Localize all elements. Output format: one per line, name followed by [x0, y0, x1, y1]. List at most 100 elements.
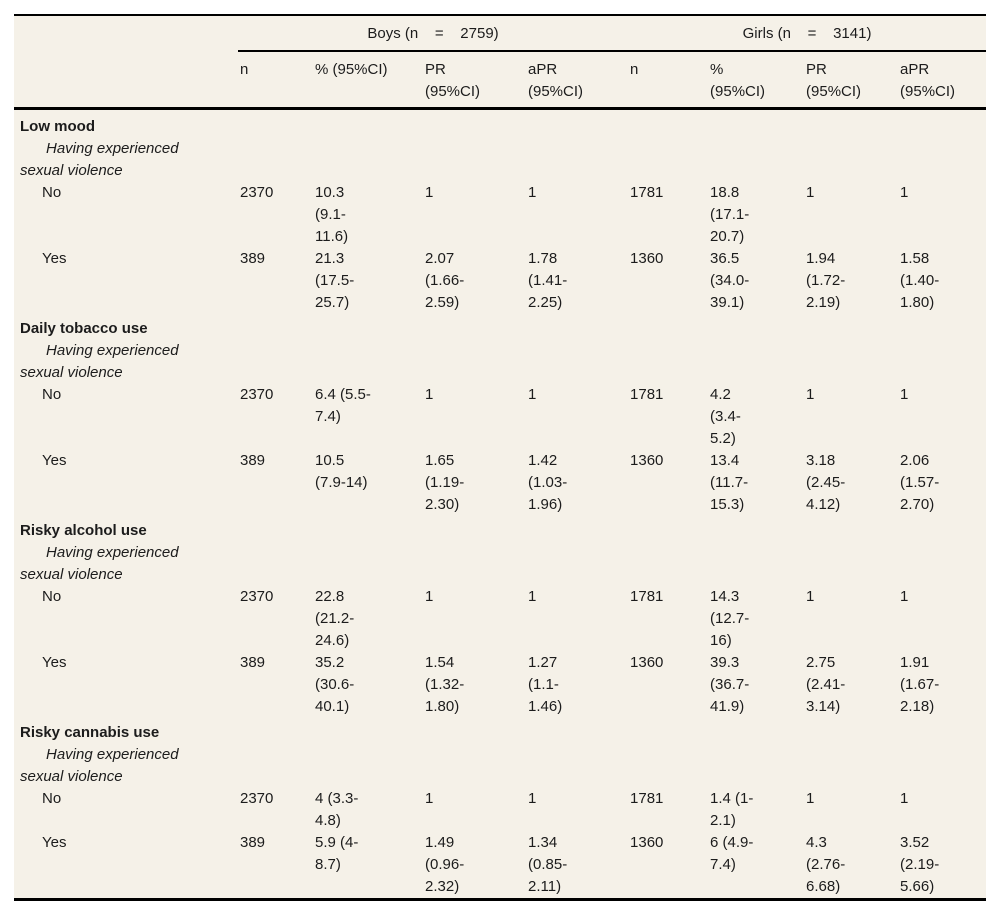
- data-cell: 36.5 (34.0- 39.1): [710, 250, 750, 311]
- data-cell: 1: [900, 790, 909, 807]
- data-cell: 1: [528, 588, 537, 605]
- data-cell: 2.06 (1.57- 2.70): [900, 452, 940, 513]
- data-cell: 1: [528, 790, 537, 807]
- data-cell: 1.91 (1.67- 2.18): [900, 654, 940, 715]
- data-cell: 35.2 (30.6- 40.1): [315, 654, 355, 715]
- data-cell: 10.3 (9.1- 11.6): [315, 184, 349, 245]
- group-header-girls: Girls (n = 3141): [628, 16, 987, 52]
- column-header-spacer: [14, 51, 238, 110]
- data-cell: 2370: [240, 184, 274, 201]
- data-cell: 22.8 (21.2- 24.6): [315, 588, 355, 649]
- data-cell: 1: [806, 588, 815, 605]
- section-subtitle-row: Having experienced sexual violence: [14, 340, 986, 384]
- data-cell: 2.75 (2.41- 3.14): [806, 654, 846, 715]
- data-cell: 1: [900, 386, 909, 403]
- table-row: Yes 389 10.5 (7.9-14) 1.65 (1.19- 2.30) 1.42…: [14, 450, 986, 516]
- column-header-girls-n: n: [628, 51, 709, 110]
- section-header-row: Low mood: [14, 109, 986, 139]
- data-cell: 1: [900, 184, 909, 201]
- row-label: No: [42, 386, 62, 403]
- data-cell: 1: [806, 790, 815, 807]
- data-cell: 1781: [630, 588, 664, 605]
- row-label: Yes: [42, 654, 67, 671]
- data-cell: 1360: [630, 834, 664, 851]
- row-label: No: [42, 588, 62, 605]
- data-cell: 1: [528, 386, 537, 403]
- row-label: Yes: [42, 250, 67, 267]
- column-header-girls-apr: aPR (95%CI): [898, 51, 987, 110]
- data-cell: 18.8 (17.1- 20.7): [710, 184, 750, 245]
- data-cell: 1.34 (0.85- 2.11): [528, 834, 568, 895]
- data-cell: 10.5 (7.9-14): [315, 452, 368, 491]
- table-row: Yes 389 5.9 (4- 8.7) 1.49 (0.96- 2.32) 1.34 …: [14, 832, 986, 898]
- section-subtitle: Having experienced sexual violence: [20, 544, 179, 583]
- data-cell: 1360: [630, 452, 664, 469]
- data-cell: 4 (3.3- 4.8): [315, 790, 359, 829]
- results-table: Boys (n = 2759) Girls (n = 3141) n % (95…: [14, 16, 987, 899]
- section-subtitle: Having experienced sexual violence: [20, 342, 179, 381]
- column-header-boys-pct: % (95%CI): [313, 51, 423, 110]
- data-cell: 13.4 (11.7- 15.3): [710, 452, 749, 513]
- data-cell: 1.65 (1.19- 2.30): [425, 452, 465, 513]
- data-cell: 1.27 (1.1- 1.46): [528, 654, 563, 715]
- table-row: Yes 389 35.2 (30.6- 40.1) 1.54 (1.32- 1.80)…: [14, 652, 986, 718]
- data-cell: 5.9 (4- 8.7): [315, 834, 359, 873]
- data-cell: 1.49 (0.96- 2.32): [425, 834, 465, 895]
- section-subtitle: Having experienced sexual violence: [20, 140, 179, 179]
- results-table-card: Boys (n = 2759) Girls (n = 3141) n % (95…: [14, 14, 987, 901]
- data-cell: 1: [806, 184, 815, 201]
- section-title: Risky cannabis use: [20, 724, 160, 741]
- table-header: Boys (n = 2759) Girls (n = 3141) n % (95…: [14, 16, 987, 110]
- data-cell: 389: [240, 250, 266, 267]
- column-header-boys-n: n: [238, 51, 313, 110]
- data-cell: 2.07 (1.66- 2.59): [425, 250, 465, 311]
- table-body: Low mood Having experienced sexual violen…: [14, 109, 986, 899]
- data-cell: 1: [425, 184, 434, 201]
- section-title: Daily tobacco use: [20, 320, 148, 337]
- group-header-spacer: [14, 16, 238, 51]
- column-header-girls-pr: PR (95%CI): [804, 51, 899, 110]
- group-header-boys: Boys (n = 2759): [238, 16, 629, 52]
- data-cell: 3.52 (2.19- 5.66): [900, 834, 940, 895]
- data-cell: 6.4 (5.5- 7.4): [315, 386, 371, 425]
- data-cell: 3.18 (2.45- 4.12): [806, 452, 846, 513]
- data-cell: 1360: [630, 250, 664, 267]
- data-cell: 2370: [240, 386, 274, 403]
- data-cell: 4.2 (3.4- 5.2): [710, 386, 741, 447]
- data-cell: 389: [240, 834, 266, 851]
- data-cell: 1: [528, 184, 537, 201]
- data-cell: 1: [425, 588, 434, 605]
- data-cell: 4.3 (2.76- 6.68): [806, 834, 846, 895]
- column-header-boys-pr: PR (95%CI): [423, 51, 526, 110]
- section-subtitle-row: Having experienced sexual violence: [14, 744, 986, 788]
- table-row: No 2370 10.3 (9.1- 11.6) 1 1 1781 18.8 (17.1- …: [14, 182, 986, 248]
- data-cell: 1.78 (1.41- 2.25): [528, 250, 568, 311]
- section-subtitle-row: Having experienced sexual violence: [14, 138, 986, 182]
- data-cell: 1.4 (1- 2.1): [710, 790, 754, 829]
- data-cell: 1.54 (1.32- 1.80): [425, 654, 465, 715]
- data-cell: 2370: [240, 790, 274, 807]
- section-subtitle-row: Having experienced sexual violence: [14, 542, 986, 586]
- row-label: No: [42, 184, 62, 201]
- data-cell: 1.58 (1.40- 1.80): [900, 250, 940, 311]
- section-header-row: Risky alcohol use: [14, 516, 986, 542]
- table-row: No 2370 22.8 (21.2- 24.6) 1 1 1781 14.3 (12.7-…: [14, 586, 986, 652]
- data-cell: 1: [900, 588, 909, 605]
- section-header-row: Daily tobacco use: [14, 314, 986, 340]
- table-row: Yes 389 21.3 (17.5- 25.7) 2.07 (1.66- 2.59)…: [14, 248, 986, 314]
- group-header-row: Boys (n = 2759) Girls (n = 3141): [14, 16, 987, 52]
- data-cell: 1: [806, 386, 815, 403]
- column-header-girls-pct: % (95%CI): [708, 51, 805, 110]
- row-label: No: [42, 790, 62, 807]
- data-cell: 1781: [630, 790, 664, 807]
- table-row: No 2370 4 (3.3- 4.8) 1 1 1781 1.4 (1- 2.1) 1 1: [14, 788, 986, 832]
- section-title: Risky alcohol use: [20, 522, 147, 539]
- data-cell: 14.3 (12.7- 16): [710, 588, 750, 649]
- data-cell: 6 (4.9- 7.4): [710, 834, 754, 873]
- data-cell: 2370: [240, 588, 274, 605]
- column-header-row: n % (95%CI) PR (95%CI) aPR (95%CI) n % (…: [14, 51, 987, 110]
- data-cell: 1781: [630, 386, 664, 403]
- row-label: Yes: [42, 834, 67, 851]
- data-cell: 1360: [630, 654, 664, 671]
- section-title: Low mood: [20, 118, 95, 135]
